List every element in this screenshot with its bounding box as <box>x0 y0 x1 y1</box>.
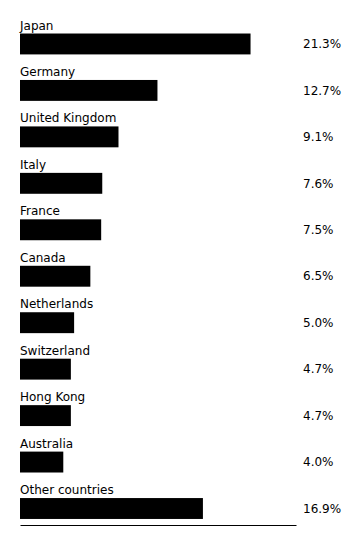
bar <box>20 452 63 473</box>
value-label: 16.9% <box>303 502 341 516</box>
value-label: 7.5% <box>303 223 334 237</box>
labels: Japan Germany United Kingdom Italy France Can… <box>19 19 341 516</box>
bar <box>20 173 102 194</box>
chart: Japan Germany United Kingdom Italy France Can… <box>0 0 360 547</box>
value-label: 5.0% <box>303 316 334 330</box>
value-label: 4.7% <box>303 362 334 376</box>
category-label: United Kingdom <box>20 111 116 125</box>
value-label: 7.6% <box>303 177 334 191</box>
bar <box>20 34 251 55</box>
category-label: Italy <box>20 158 46 172</box>
category-label: Hong Kong <box>20 390 85 404</box>
bar <box>20 219 101 240</box>
category-label: Canada <box>20 251 66 265</box>
bar <box>20 266 90 287</box>
bar <box>20 126 118 147</box>
category-label: Australia <box>20 437 73 451</box>
value-label: 21.3% <box>303 37 341 51</box>
bar <box>20 80 157 101</box>
bars <box>20 34 251 519</box>
bar <box>20 359 71 380</box>
category-label: Japan <box>19 19 53 33</box>
value-label: 6.5% <box>303 269 334 283</box>
category-label: Other countries <box>20 483 114 497</box>
x-axis-line <box>21 525 297 526</box>
x-axis <box>21 525 297 526</box>
category-label: Switzerland <box>20 344 90 358</box>
value-label: 9.1% <box>303 130 334 144</box>
bar <box>20 498 203 519</box>
category-label: Germany <box>20 65 75 79</box>
category-label: France <box>20 204 60 218</box>
bar <box>20 312 74 333</box>
bar <box>20 405 71 426</box>
value-label: 12.7% <box>303 84 341 98</box>
category-label: Netherlands <box>20 297 93 311</box>
value-label: 4.7% <box>303 409 334 423</box>
value-label: 4.0% <box>303 455 334 469</box>
plot: Japan Germany United Kingdom Italy France Can… <box>19 19 341 526</box>
